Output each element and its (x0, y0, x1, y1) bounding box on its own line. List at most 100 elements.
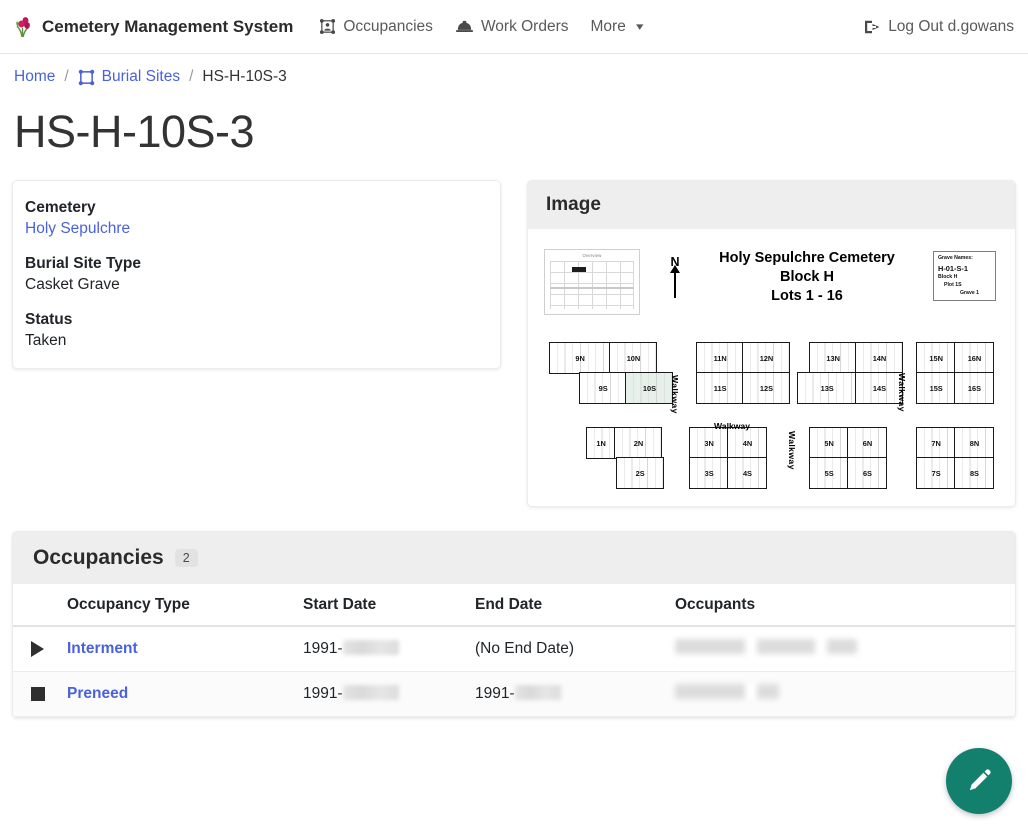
plot-cell-15N[interactable]: 15N (916, 342, 957, 375)
column-header-start-date: Start Date (295, 584, 467, 627)
row-expand-toggle-cell[interactable] (13, 626, 59, 672)
plot-cell-8S[interactable]: 8S (954, 457, 995, 490)
info-value-cemetery: Holy Sepulchre (25, 220, 488, 238)
brand-home-link[interactable]: Cemetery Management System (14, 16, 293, 38)
plot-row: 11N 12N (696, 342, 791, 375)
plot-cell-2S[interactable]: 2S (616, 457, 665, 490)
breadcrumb-home[interactable]: Home (14, 68, 55, 86)
plot-row: 5S 6S (809, 457, 888, 490)
column-header-occupancy-type: Occupancy Type (59, 584, 295, 627)
plot-cell-6N[interactable]: 6N (847, 427, 888, 460)
plot-cell-9N[interactable]: 9N (549, 342, 612, 375)
cell-occupancy-type: Preneed (59, 671, 295, 717)
plot-row: 7S 8S (916, 457, 995, 490)
nav-item-work-orders[interactable]: Work Orders (455, 18, 569, 36)
cemetery-link[interactable]: Holy Sepulchre (25, 220, 131, 237)
end-date-redacted (514, 685, 561, 700)
plot-cell-3S[interactable]: 3S (689, 457, 730, 490)
plot-cell-8N[interactable]: 8N (954, 427, 995, 460)
plot-cell-13S[interactable]: 13S (797, 372, 858, 405)
info-field-burial-site-type: Burial Site Type Casket Grave (13, 255, 500, 294)
start-date-prefix: 1991- (303, 685, 343, 702)
plot-cell-7S[interactable]: 7S (916, 457, 957, 490)
plot-cell-5N[interactable]: 5N (809, 427, 850, 460)
info-label-burial-site-type: Burial Site Type (25, 255, 141, 272)
navbar-right: Log Out d.gowans (863, 18, 1014, 36)
image-card: Image Overview (527, 180, 1016, 507)
hard-hat-icon (455, 19, 474, 35)
plot-group-9-10: 9N 10N 9S 10S (549, 342, 674, 405)
plot-row: 15S 16S (916, 372, 995, 405)
plot-cell-2N[interactable]: 2N (614, 427, 663, 460)
plot-cell-4N[interactable]: 4N (727, 427, 768, 460)
nav-item-work-orders-label: Work Orders (480, 17, 569, 35)
stop-square-icon[interactable] (31, 687, 45, 701)
plot-cell-15S[interactable]: 15S (916, 372, 957, 405)
table-header-row: Occupancy Type Start Date End Date Occup… (13, 584, 1015, 627)
nav-item-occupancies[interactable]: Occupancies (319, 18, 433, 36)
info-field-status: Status Taken (13, 311, 500, 350)
logout-label: Log Out d.gowans (888, 17, 1014, 35)
burial-site-info-card: Cemetery Holy Sepulchre Burial Site Type… (12, 180, 501, 369)
map-title-line-2: Block H (780, 269, 834, 286)
plot-cell-16S[interactable]: 16S (954, 372, 995, 405)
plot-row: 13N 14N (809, 342, 904, 375)
tulip-icon (14, 16, 34, 38)
compass-north: N (660, 255, 690, 298)
plot-cell-10N[interactable]: 10N (609, 342, 658, 375)
occupancies-panel: Occupancies 2 Occupancy Type Start Date … (12, 531, 1016, 718)
plot-cell-14N[interactable]: 14N (855, 342, 904, 375)
cell-end-date: (No End Date) (467, 626, 667, 672)
legend-line-2: H-01-S-1 (938, 263, 968, 273)
plot-cell-11S[interactable]: 11S (696, 372, 745, 405)
info-label-cemetery: Cemetery (25, 199, 96, 216)
play-triangle-icon[interactable] (31, 641, 44, 657)
logout-link[interactable]: Log Out d.gowans (863, 18, 1014, 36)
occupancy-type-link[interactable]: Interment (67, 640, 138, 657)
cell-end-date: 1991- (467, 671, 667, 717)
grave-names-legend: Grave Names: H-01-S-1 Block H Plot 1S Gr… (933, 251, 996, 302)
plot-row: 11S 12S (696, 372, 791, 405)
occupancies-table: Occupancy Type Start Date End Date Occup… (13, 584, 1015, 717)
breadcrumb: Home / Burial Sites / HS-H-10S-3 (0, 54, 1028, 96)
plot-row: 5N 6N (809, 427, 888, 460)
plot-cell-10S[interactable]: 10S (625, 372, 674, 405)
breadcrumb-burial-sites[interactable]: Burial Sites (78, 68, 180, 86)
cell-occupants (667, 671, 1015, 717)
plot-cell-5S[interactable]: 5S (809, 457, 850, 490)
edit-fab-button[interactable] (946, 748, 1012, 814)
plot-cell-14S[interactable]: 14S (855, 372, 904, 405)
cell-occupants (667, 626, 1015, 672)
occupancies-table-head: Occupancy Type Start Date End Date Occup… (13, 584, 1015, 627)
legend-line-4: Plot 1S (944, 281, 962, 288)
occupancies-table-body: Interment 1991- (No End Date) Preneed (13, 626, 1015, 717)
end-date-prefix: 1991- (475, 685, 515, 702)
cemetery-map-diagram[interactable]: Overview (542, 243, 1002, 490)
plot-cell-1N[interactable]: 1N (586, 427, 617, 460)
vector-square-icon (78, 69, 95, 86)
plot-cell-6S[interactable]: 6S (847, 457, 888, 490)
plot-cell-7N[interactable]: 7N (916, 427, 957, 460)
plot-cell-16N[interactable]: 16N (954, 342, 995, 375)
breadcrumb-current: HS-H-10S-3 (202, 68, 287, 85)
walkway-label-vertical-3: Walkway (897, 373, 907, 412)
row-expand-toggle-cell[interactable] (13, 671, 59, 717)
overview-thumbnail: Overview (544, 249, 640, 315)
plot-cell-9S[interactable]: 9S (579, 372, 628, 405)
plot-cell-12N[interactable]: 12N (742, 342, 791, 375)
table-row: Preneed 1991- 1991- (13, 671, 1015, 717)
plot-cell-11N[interactable]: 11N (696, 342, 745, 375)
plot-cell-12S[interactable]: 12S (742, 372, 791, 405)
occupancy-type-link[interactable]: Preneed (67, 685, 129, 702)
plot-cell-3N[interactable]: 3N (689, 427, 730, 460)
nav-item-more[interactable]: More ▾ (591, 18, 644, 36)
occupants-redacted (675, 684, 779, 699)
walkway-label-vertical-1: Walkway (670, 375, 680, 414)
plot-cell-13N[interactable]: 13N (809, 342, 858, 375)
occupancies-title: Occupancies (33, 546, 164, 569)
start-date-redacted (342, 685, 399, 700)
plot-group-1-2: 1N 2N 2S (586, 427, 665, 490)
plot-cell-4S[interactable]: 4S (727, 457, 768, 490)
nav-item-occupancies-label: Occupancies (343, 17, 433, 35)
pencil-edit-icon (964, 766, 994, 796)
